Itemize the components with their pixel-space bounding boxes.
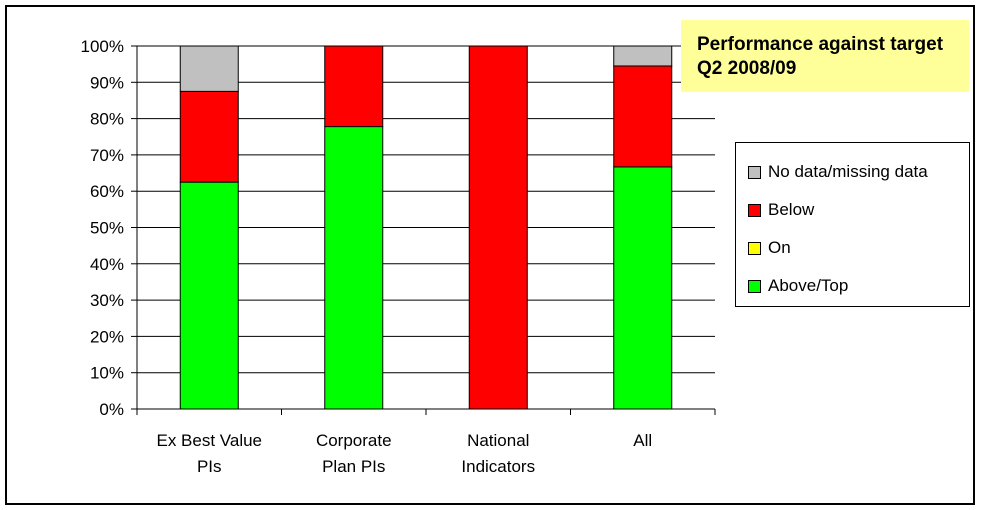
bar-segment-no-data-missing-data xyxy=(613,45,673,67)
legend-item: No data/missing data xyxy=(748,160,928,184)
bar-segment-below xyxy=(179,90,239,183)
y-tick-label: 40% xyxy=(90,255,124,274)
y-tick-label: 10% xyxy=(90,364,124,383)
x-tick-label: Ex Best Value PIs xyxy=(156,431,262,476)
legend-swatch xyxy=(748,241,761,255)
y-tick-label: 70% xyxy=(90,146,124,165)
bar-segment-above-top xyxy=(179,181,239,410)
legend-label: Above/Top xyxy=(768,276,849,295)
bar-segment-below xyxy=(324,45,384,128)
y-tick-label: 0% xyxy=(99,400,124,419)
y-tick-label: 30% xyxy=(90,291,124,310)
legend-label: Below xyxy=(768,200,815,219)
legend-item: Above/Top xyxy=(748,274,848,298)
bars xyxy=(179,45,673,410)
legend-item: On xyxy=(748,236,791,260)
legend-label: On xyxy=(768,238,791,257)
bar-segment-below xyxy=(468,45,528,410)
legend-swatch xyxy=(748,279,761,293)
axes xyxy=(131,45,716,415)
x-tick-label: Corporate Plan PIs xyxy=(316,431,392,476)
legend-label: No data/missing data xyxy=(768,162,928,181)
legend-item: Below xyxy=(748,198,814,222)
bar-segment-above-top xyxy=(613,166,673,410)
bar-segment-no-data-missing-data xyxy=(179,45,239,92)
legend-swatch xyxy=(748,203,761,217)
bar-segment-above-top xyxy=(324,126,384,410)
y-tick-label: 100% xyxy=(81,37,124,56)
y-tick-label: 50% xyxy=(90,219,124,238)
y-tick-label: 60% xyxy=(90,182,124,201)
x-tick-labels: Ex Best Value PIs Corporate Plan PIs Nationa… xyxy=(156,431,652,476)
y-tick-label: 20% xyxy=(90,327,124,346)
legend: No data/missing data Below On Above/Top xyxy=(735,142,970,307)
bar-segment-below xyxy=(613,65,673,168)
y-tick-labels: 0% 10% 20% 30% 40% 50% 60% 70% 80% 90% 100% xyxy=(81,37,124,419)
legend-swatch xyxy=(748,165,761,179)
x-tick-label: National Indicators xyxy=(461,431,535,476)
y-tick-label: 90% xyxy=(90,73,124,92)
chart-title: Performance against target Q2 2008/09 xyxy=(681,20,969,92)
x-tick-label: All xyxy=(633,431,652,450)
y-tick-label: 80% xyxy=(90,110,124,129)
